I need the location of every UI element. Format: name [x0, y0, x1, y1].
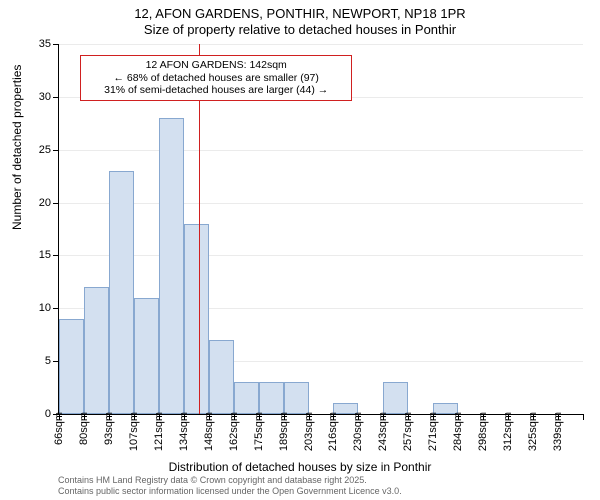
- histogram-bar: [59, 319, 84, 414]
- histogram-bar: [109, 171, 134, 414]
- y-tick: [53, 44, 59, 45]
- plot-area: 0510152025303566sqm80sqm93sqm107sqm121sq…: [58, 44, 583, 415]
- annotation-line: 12 AFON GARDENS: 142sqm: [87, 59, 345, 72]
- annotation-line: 31% of semi-detached houses are larger (…: [87, 84, 345, 97]
- x-tick: [583, 414, 584, 420]
- histogram-bar: [383, 382, 408, 414]
- histogram-bar: [84, 287, 109, 414]
- x-tick-label: 325sqm: [527, 412, 539, 451]
- x-tick-label: 257sqm: [402, 412, 414, 451]
- histogram-bar: [234, 382, 259, 414]
- histogram-bar: [159, 118, 184, 414]
- x-tick-label: 175sqm: [253, 412, 265, 451]
- x-tick-label: 339sqm: [552, 412, 564, 451]
- gridline: [59, 150, 583, 151]
- y-tick-label: 35: [27, 38, 51, 50]
- title-line-2: Size of property relative to detached ho…: [0, 22, 600, 38]
- chart-container: 12, AFON GARDENS, PONTHIR, NEWPORT, NP18…: [0, 0, 600, 500]
- x-tick-label: 271sqm: [427, 412, 439, 451]
- gridline: [59, 44, 583, 45]
- x-tick-label: 298sqm: [477, 412, 489, 451]
- x-tick-label: 284sqm: [452, 412, 464, 451]
- footer-attribution: Contains HM Land Registry data © Crown c…: [58, 475, 402, 496]
- gridline: [59, 255, 583, 256]
- x-axis-label: Distribution of detached houses by size …: [0, 460, 600, 474]
- gridline: [59, 203, 583, 204]
- annotation-box: 12 AFON GARDENS: 142sqm← 68% of detached…: [80, 55, 352, 101]
- footer-line-2: Contains public sector information licen…: [58, 486, 402, 496]
- x-tick-label: 134sqm: [178, 412, 190, 451]
- histogram-bar: [284, 382, 309, 414]
- histogram-bar: [134, 298, 159, 414]
- x-tick-label: 230sqm: [352, 412, 364, 451]
- y-tick-label: 30: [27, 91, 51, 103]
- y-tick-label: 0: [27, 408, 51, 420]
- y-tick-label: 5: [27, 355, 51, 367]
- x-tick-label: 66sqm: [53, 412, 65, 445]
- histogram-bar: [184, 224, 209, 414]
- y-tick-label: 10: [27, 302, 51, 314]
- x-tick-label: 243sqm: [377, 412, 389, 451]
- x-tick-label: 203sqm: [303, 412, 315, 451]
- x-tick-label: 189sqm: [278, 412, 290, 451]
- title-line-1: 12, AFON GARDENS, PONTHIR, NEWPORT, NP18…: [0, 6, 600, 22]
- y-tick-label: 20: [27, 197, 51, 209]
- x-tick-label: 121sqm: [153, 412, 165, 451]
- x-tick-label: 312sqm: [502, 412, 514, 451]
- x-tick-label: 162sqm: [228, 412, 240, 451]
- x-tick-label: 107sqm: [128, 412, 140, 451]
- x-tick-label: 216sqm: [327, 412, 339, 451]
- footer-line-1: Contains HM Land Registry data © Crown c…: [58, 475, 402, 485]
- chart-title: 12, AFON GARDENS, PONTHIR, NEWPORT, NP18…: [0, 6, 600, 37]
- y-tick: [53, 150, 59, 151]
- x-tick-label: 148sqm: [203, 412, 215, 451]
- x-tick-label: 93sqm: [103, 412, 115, 445]
- annotation-line: ← 68% of detached houses are smaller (97…: [87, 72, 345, 85]
- y-axis-label: Number of detached properties: [10, 65, 24, 230]
- y-tick: [53, 203, 59, 204]
- y-tick-label: 25: [27, 144, 51, 156]
- y-tick-label: 15: [27, 249, 51, 261]
- y-tick: [53, 308, 59, 309]
- histogram-bar: [259, 382, 284, 414]
- y-tick: [53, 97, 59, 98]
- y-tick: [53, 255, 59, 256]
- histogram-bar: [209, 340, 234, 414]
- x-tick-label: 80sqm: [78, 412, 90, 445]
